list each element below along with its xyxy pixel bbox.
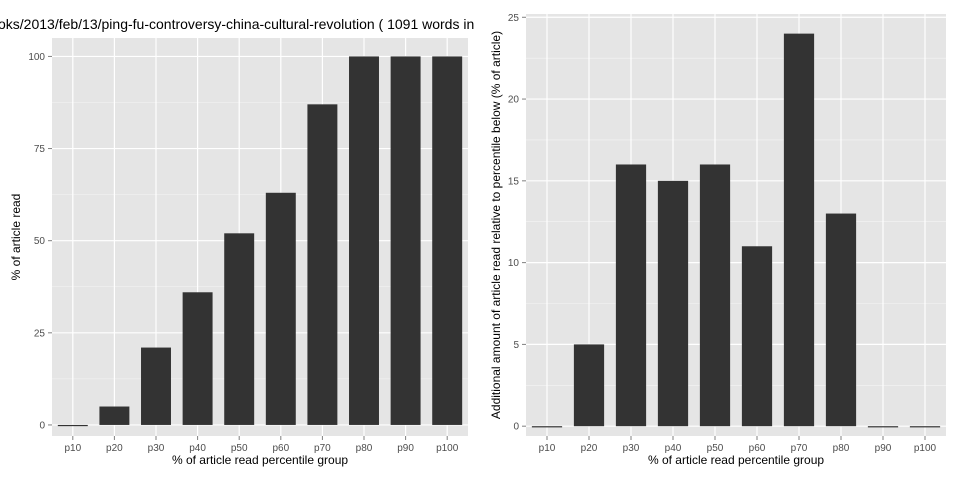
bar-p20 <box>573 344 605 427</box>
x-tick-label: p80 <box>356 443 373 454</box>
bar-p90 <box>867 426 899 428</box>
bar-p70 <box>783 33 815 427</box>
left-x-ticks: p10 p20 p30 p40 p50 p60 p70 p80 p90 p100 <box>64 436 459 454</box>
left-chart-title: oks/2013/feb/13/ping-fu-controversy-chin… <box>0 16 474 32</box>
x-tick-label: p30 <box>148 443 165 454</box>
y-tick-label: 0 <box>39 420 45 431</box>
bar-p80 <box>349 56 379 425</box>
y-tick-label: 15 <box>508 176 520 187</box>
bar-p30 <box>615 164 647 427</box>
right-x-axis-title: % of article read percentile group <box>648 453 824 467</box>
left-x-axis-title: % of article read percentile group <box>172 453 348 467</box>
bar-p30 <box>141 347 171 425</box>
left-y-ticks: 0 25 50 75 100 <box>28 52 52 431</box>
x-tick-label: p70 <box>314 443 331 454</box>
x-tick-label: p50 <box>707 443 724 454</box>
y-tick-label: 0 <box>513 422 519 433</box>
x-tick-label: p90 <box>397 443 414 454</box>
bar-p40 <box>657 180 689 427</box>
bar-p10 <box>531 426 563 428</box>
bar-p60 <box>265 192 296 425</box>
left-y-axis-title: % of article read <box>9 194 23 281</box>
bar-p60 <box>741 246 773 427</box>
bar-p90 <box>390 56 421 425</box>
bar-p50 <box>699 164 731 427</box>
bar-p100 <box>432 56 463 425</box>
right-y-ticks: 0 5 10 15 20 25 <box>508 13 526 433</box>
y-tick-label: 10 <box>508 258 520 269</box>
right-x-ticks: p10 p20 p30 p40 p50 p60 p70 p80 p90 p100 <box>539 436 937 454</box>
bar-p80 <box>825 213 857 427</box>
y-tick-label: 20 <box>508 95 520 106</box>
bar-p100 <box>909 426 941 428</box>
y-tick-label: 25 <box>508 13 520 24</box>
x-tick-label: p30 <box>623 443 640 454</box>
y-tick-label: 5 <box>513 340 519 351</box>
x-tick-label: p40 <box>189 443 206 454</box>
x-tick-label: p60 <box>272 443 289 454</box>
bar-p50 <box>224 233 255 425</box>
x-tick-label: p20 <box>106 443 123 454</box>
x-tick-label: p100 <box>914 443 937 454</box>
x-tick-label: p80 <box>833 443 850 454</box>
bar-p70 <box>307 104 338 425</box>
x-tick-label: p10 <box>64 443 81 454</box>
y-tick-label: 75 <box>34 144 46 155</box>
left-bars <box>57 56 463 427</box>
x-tick-label: p20 <box>581 443 598 454</box>
x-tick-label: p60 <box>749 443 766 454</box>
y-tick-label: 25 <box>34 328 46 339</box>
y-tick-label: 50 <box>34 236 46 247</box>
x-tick-label: p90 <box>875 443 892 454</box>
bar-p10 <box>57 424 88 427</box>
bar-p40 <box>182 292 213 425</box>
y-tick-label: 100 <box>28 52 45 63</box>
right-bars <box>531 33 941 428</box>
bar-p20 <box>99 406 130 425</box>
x-tick-label: p40 <box>665 443 682 454</box>
x-tick-label: p100 <box>436 443 459 454</box>
right-y-axis-title: Additional amount of article read relati… <box>489 31 503 419</box>
x-tick-label: p70 <box>791 443 808 454</box>
x-tick-label: p50 <box>231 443 248 454</box>
x-tick-label: p10 <box>539 443 556 454</box>
